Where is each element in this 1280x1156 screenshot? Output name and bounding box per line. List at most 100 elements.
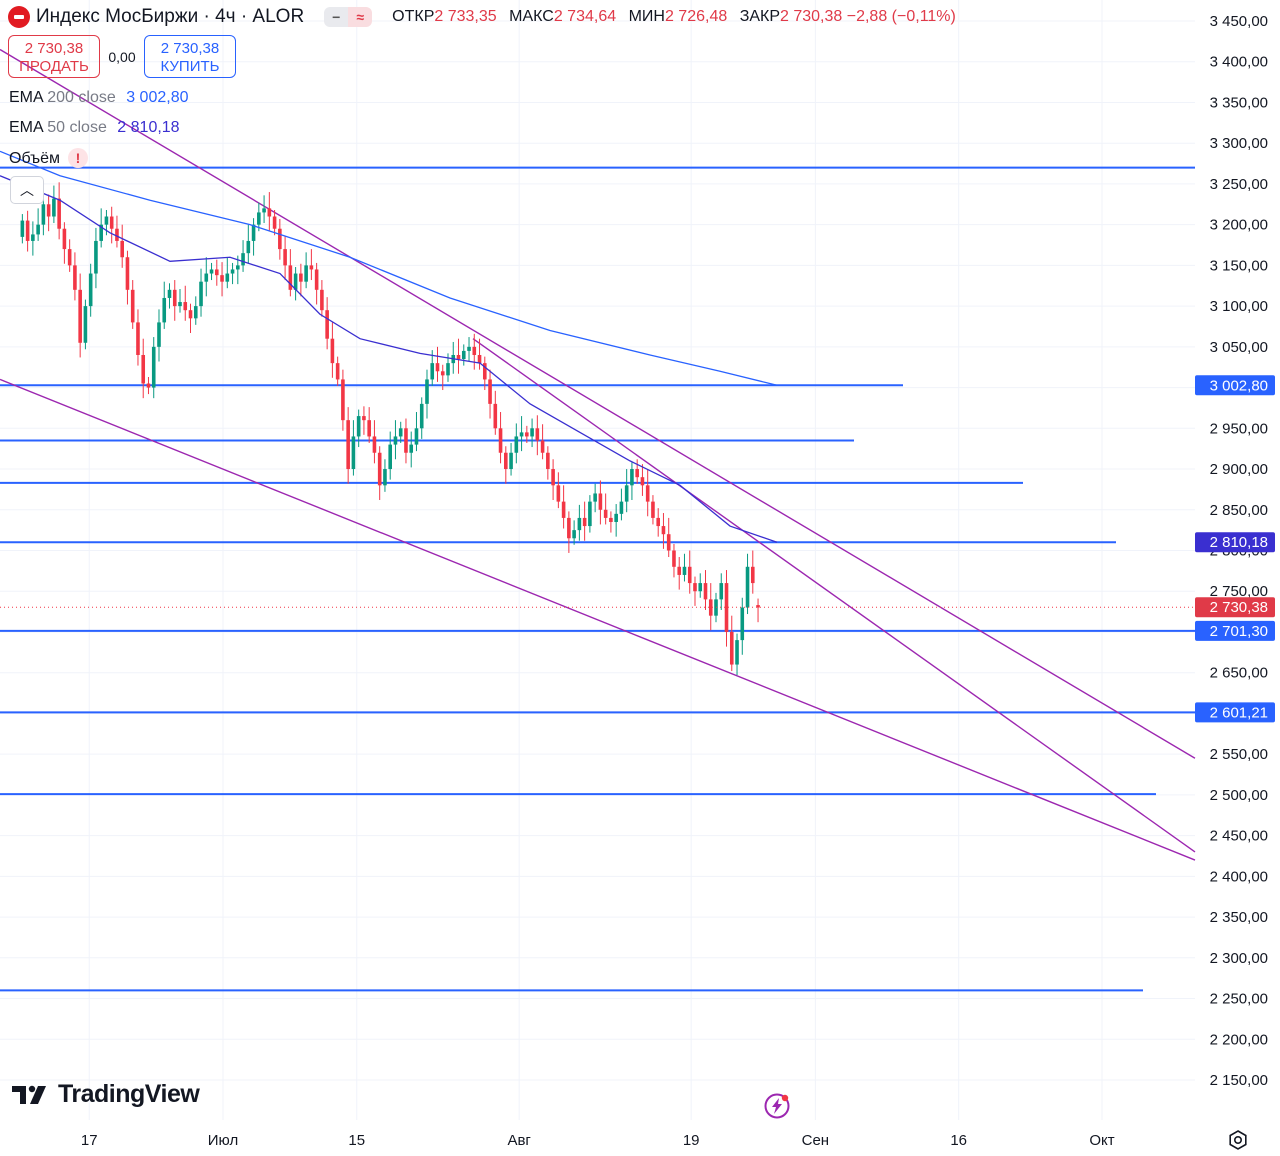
y-tick-label: 2 400,00	[1210, 868, 1268, 885]
buy-button[interactable]: 2 730,38 КУПИТЬ	[144, 35, 236, 78]
candle-body	[509, 452, 513, 470]
candle-body	[393, 436, 398, 445]
candle-body	[435, 363, 440, 372]
candle-body	[314, 269, 319, 290]
candle-body	[88, 273, 93, 307]
indicator-ema200[interactable]: EMA 200 close 3 002,80	[9, 89, 188, 107]
candle-body	[504, 452, 508, 470]
symbol-title[interactable]: Индекс МосБиржи · 4ч · ALOR	[36, 6, 305, 27]
candle-body	[320, 289, 324, 311]
y-tick-label: 2 300,00	[1210, 950, 1268, 967]
y-tick-label: 3 300,00	[1210, 135, 1268, 152]
x-tick-label: Июл	[208, 1132, 238, 1149]
candle-body	[151, 346, 156, 388]
candle-body	[609, 517, 613, 522]
candle-body	[341, 379, 345, 421]
y-tick-label: 3 250,00	[1210, 176, 1268, 193]
indicator-ema50[interactable]: EMA 50 close 2 810,18	[9, 119, 180, 137]
indicator-value: 3 002,80	[126, 89, 189, 106]
candle-body	[624, 485, 629, 502]
candle-body	[614, 513, 618, 522]
tradingview-logo[interactable]: TradingView	[12, 1080, 200, 1109]
candle-body	[461, 350, 466, 360]
tv-logo-icon	[12, 1085, 46, 1104]
candle-body	[309, 265, 314, 270]
candle-body	[367, 420, 371, 437]
candle-body	[362, 416, 366, 421]
candle-body	[498, 428, 503, 453]
candle-body	[724, 583, 729, 632]
price-axis-label-bg	[1195, 702, 1275, 723]
candle-body	[456, 354, 461, 360]
ohlc-high-value: 2 734,64	[553, 8, 617, 25]
candle-body	[546, 452, 550, 470]
candle-body	[372, 436, 377, 453]
price-axis-label-bg	[1195, 620, 1275, 641]
indicator-params: 200 close	[47, 89, 116, 106]
candle-body	[73, 265, 77, 290]
trendline	[0, 378, 1196, 861]
candle-body	[482, 363, 487, 380]
candle-body	[330, 338, 335, 364]
candle-body	[740, 607, 745, 641]
candle-body	[283, 249, 287, 266]
candle-body	[430, 363, 435, 380]
candle-body	[409, 444, 414, 453]
candle-body	[488, 379, 492, 404]
chart-header: Индекс МосБиржи · 4ч · ALOR − ≈ ОТКР2 733…	[8, 5, 964, 29]
y-tick-label: 2 750,00	[1210, 583, 1268, 600]
status-pill[interactable]: − ≈	[324, 7, 373, 27]
y-tick-label: 2 250,00	[1210, 991, 1268, 1008]
candle-body	[167, 289, 172, 298]
x-tick-label: 16	[950, 1132, 967, 1149]
candle-body	[414, 428, 419, 445]
candle-body	[83, 306, 88, 343]
candle-body	[635, 469, 639, 478]
candle-body	[262, 208, 266, 213]
candle-body	[288, 265, 293, 290]
spread-value: 0,00	[108, 48, 136, 65]
candle-body	[425, 379, 429, 404]
candle-body	[519, 432, 524, 437]
candle-body	[530, 428, 534, 437]
candle-body	[241, 253, 245, 266]
candle-body	[236, 265, 240, 270]
candle-body	[346, 420, 350, 470]
candle-body	[693, 583, 697, 592]
candle-body	[125, 257, 130, 290]
candle-body	[304, 265, 308, 282]
y-tick-label: 3 450,00	[1210, 13, 1268, 30]
ohlc-readout: ОТКР2 733,35 МАКС2 734,64 МИН2 726,48 ЗА…	[392, 8, 964, 26]
indicator-name: EMA	[9, 89, 43, 106]
candle-body	[157, 322, 161, 347]
ohlc-high-key: МАКС	[509, 8, 554, 25]
candle-body	[115, 228, 119, 241]
y-tick-label: 2 500,00	[1210, 787, 1268, 804]
tv-logo-text: TradingView	[58, 1080, 200, 1108]
candle-body	[619, 501, 624, 514]
exclamation-icon[interactable]: !	[67, 148, 88, 168]
candle-body	[719, 583, 724, 600]
candle-body	[267, 208, 272, 217]
candle-body	[299, 273, 303, 282]
lightning-icon[interactable]	[764, 1093, 790, 1119]
chevron-up-icon[interactable]: ︿	[10, 176, 44, 204]
candle-body	[141, 354, 146, 384]
sell-button[interactable]: 2 730,38 ПРОДАТЬ	[8, 35, 100, 78]
candle-body	[682, 566, 687, 575]
y-tick-label: 2 550,00	[1210, 746, 1268, 763]
candle-body	[130, 289, 135, 323]
candle-body	[750, 566, 755, 584]
indicator-volume[interactable]: Объём!	[9, 148, 88, 168]
y-tick-label: 3 100,00	[1210, 298, 1268, 315]
candle-body	[540, 440, 545, 453]
candle-body	[120, 240, 125, 258]
candle-body	[440, 371, 445, 376]
ohlc-open-key: ОТКР	[392, 8, 435, 25]
y-tick-label: 2 200,00	[1210, 1031, 1268, 1048]
gear-icon[interactable]	[1227, 1129, 1249, 1151]
price-axis-label: 2 730,38	[1210, 599, 1268, 616]
candle-body	[388, 444, 393, 470]
candle-body	[104, 216, 109, 225]
